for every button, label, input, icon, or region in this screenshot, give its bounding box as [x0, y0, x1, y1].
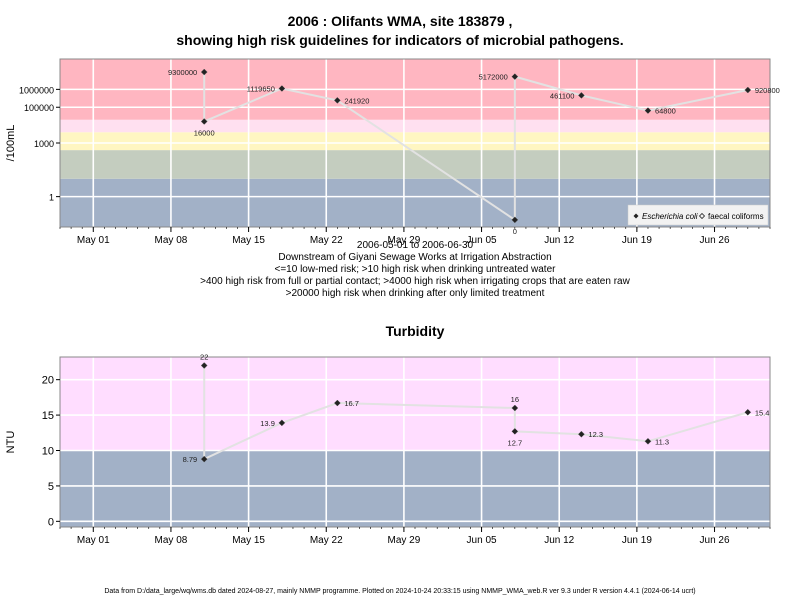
data-label: 920800: [755, 86, 780, 95]
x-tick-label: Jun 26: [700, 235, 730, 246]
data-point: [200, 455, 208, 463]
data-label: 461100: [550, 91, 574, 100]
x-tick-label: May 22: [310, 535, 343, 546]
data-point: [511, 73, 519, 80]
legend-box: [627, 204, 769, 226]
data-label: 13.9: [260, 419, 275, 428]
x-tick-label: May 01: [77, 235, 110, 246]
data-point: [644, 437, 652, 445]
data-label: 9300000: [168, 68, 197, 77]
data-point: [644, 107, 652, 114]
data-point: [744, 408, 752, 416]
x-tick-label: Jun 05: [467, 235, 497, 246]
data-label: 5172000: [479, 73, 508, 82]
data-point: [511, 216, 519, 224]
x-tick-label: Jun 19: [622, 535, 652, 546]
subtitle-guideline-1: <=10 low-med risk; >10 high risk when dr…: [274, 264, 556, 275]
y-axis-label: /100mL: [5, 125, 17, 162]
risk-band-3: [60, 119, 770, 133]
y-tick-label: 15: [42, 410, 54, 422]
data-label: 8.79: [183, 455, 198, 464]
x-tick-label: May 08: [155, 235, 188, 246]
data-point: [511, 404, 519, 412]
x-tick-label: May 15: [232, 235, 265, 246]
x-tick-label: May 29: [388, 235, 421, 246]
data-point: [511, 428, 519, 435]
chart-title-line1: 2006 : Olifants WMA, site 183879 ,: [287, 13, 513, 29]
legend-label-e-coli: Escherichia coli: [642, 212, 698, 221]
data-point: [744, 86, 752, 94]
x-tick-label: Jun 19: [622, 235, 652, 246]
y-tick-label: 1000: [34, 139, 54, 149]
legend-marker-faecal-coliforms: [699, 213, 705, 219]
footer-note: Data from D:/data_large/wq/wms.db dated …: [104, 588, 696, 595]
y-tick-label: 20: [42, 375, 54, 387]
x-tick-label: May 01: [77, 535, 110, 546]
data-label: 15.4: [755, 408, 770, 417]
turbidity-title: Turbidity: [385, 323, 445, 339]
microbial-panel: 1 1000 100000 1000000 May 01 May 08 May 15 May …: [5, 58, 780, 246]
data-point: [200, 362, 208, 369]
subtitle-site-description: Downstream of Giyani Sewage Works at Irr…: [278, 252, 552, 263]
data-point: [278, 419, 286, 427]
data-label: 22: [200, 353, 208, 362]
data-point: [578, 92, 585, 99]
risk-band-1: [60, 357, 770, 451]
y-tick-label: 1000000: [19, 85, 54, 95]
data-point: [200, 68, 208, 76]
risk-band-2: [60, 132, 770, 151]
data-label: 241920: [344, 96, 369, 105]
legend-label-faecal-coliforms: faecal coliforms: [708, 212, 764, 221]
data-point: [578, 430, 585, 438]
data-label: 11.3: [655, 437, 669, 446]
x-tick-label: May 08: [155, 535, 188, 546]
data-point: [278, 85, 286, 92]
x-tick-label: Jun 12: [544, 235, 574, 246]
y-axis-label: NTU: [5, 431, 17, 454]
x-tick-label: May 15: [232, 535, 265, 546]
y-tick-label: 0: [48, 516, 54, 528]
data-point: [333, 97, 341, 104]
risk-band-1: [60, 150, 770, 179]
x-tick-label: Jun 05: [467, 535, 497, 546]
data-point: [200, 118, 208, 125]
subtitle-date-range: 2006-05-01 to 2006-06-30: [356, 240, 474, 251]
data-label: 16: [511, 395, 519, 404]
data-label: 16000: [194, 128, 215, 137]
x-tick-label: Jun 26: [700, 535, 730, 546]
legend-marker-e-coli: [633, 213, 639, 219]
x-tick-label: May 22: [310, 235, 343, 246]
subtitle-guideline-3: >20000 high risk when drinking after onl…: [285, 288, 545, 299]
data-point: [333, 399, 341, 407]
y-tick-label: 10: [42, 446, 54, 458]
y-tick-label: 5: [48, 481, 54, 493]
y-tick-label: 100000: [24, 103, 54, 113]
subtitle-guideline-2: >400 high risk from full or partial cont…: [200, 276, 630, 287]
data-label: 12.3: [588, 430, 603, 439]
data-label: 64800: [655, 107, 676, 116]
data-label: 16.7: [344, 399, 359, 408]
x-tick-label: Jun 12: [544, 535, 574, 546]
x-tick-label: May 29: [388, 535, 421, 546]
chart-title-line2: showing high risk guidelines for indicat…: [176, 32, 624, 48]
turbidity-panel: 0 5 10 15 20 May 01 May 08 May 15 May 22 May 29 Ju…: [5, 353, 771, 546]
data-label: 0: [513, 227, 517, 236]
data-label: 1119650: [247, 84, 275, 93]
y-tick-label: 1: [49, 193, 54, 203]
risk-band-0: [60, 450, 770, 527]
data-label: 12.7: [508, 438, 523, 447]
